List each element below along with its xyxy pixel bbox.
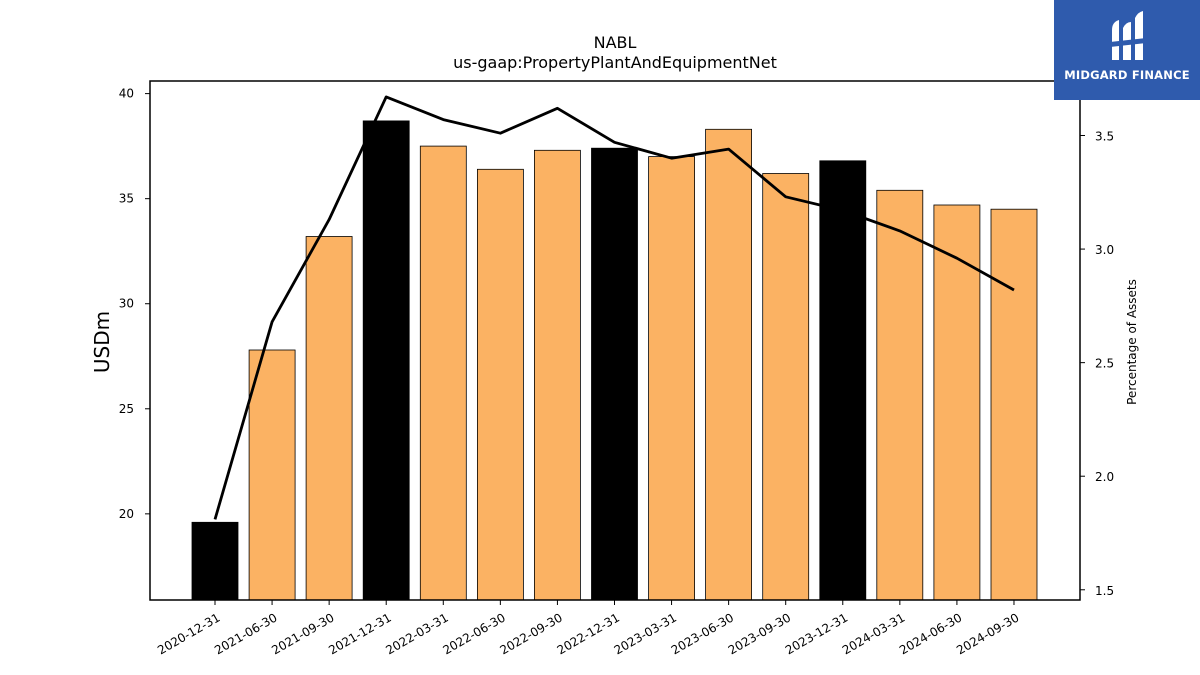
bar-2023-12-31: [819, 160, 867, 601]
bar-2020-12-31: [191, 521, 239, 601]
x-tick-label: 2022-12-31: [555, 610, 622, 657]
x-tick-label: 2021-09-30: [269, 610, 336, 657]
x-tick-label: 2023-03-31: [612, 610, 679, 657]
y-tick-label: 30: [119, 297, 134, 311]
bar-2022-06-30: [476, 168, 524, 601]
bar-2024-06-30: [933, 204, 981, 601]
y-tick-label: 35: [119, 192, 134, 206]
y2-tick-label: 2.0: [1095, 470, 1114, 484]
x-tick-label: 2024-06-30: [897, 610, 964, 657]
line-layer: [213, 95, 1015, 520]
y-tick-label: 40: [119, 87, 134, 101]
bar-2021-09-30: [305, 236, 353, 601]
y2-tick-label: 3.0: [1095, 243, 1114, 257]
bars: [191, 120, 1038, 601]
x-tick-label: 2023-09-30: [726, 610, 793, 657]
logo-text: MIDGARD FINANCE: [1064, 68, 1190, 82]
bar-2021-12-31: [362, 120, 410, 601]
x-tick-label: 2020-12-31: [155, 610, 222, 657]
y2-tick-label: 3.5: [1095, 130, 1114, 144]
plot-frame: [149, 80, 1081, 601]
bar-2023-06-30: [705, 128, 752, 601]
bar-2023-03-31: [648, 156, 695, 601]
x-tick-label: 2021-12-31: [326, 610, 393, 657]
y2-tick-label: 1.5: [1095, 584, 1114, 598]
y-axis-right: 1.5 2.0 2.5 3.0 3.5: [1080, 130, 1114, 598]
x-tick-label: 2022-09-30: [498, 610, 565, 657]
chart-subtitle: us-gaap:PropertyPlantAndEquipmentNet: [453, 53, 777, 72]
bar-2022-12-31: [591, 147, 638, 601]
y-tick-label: 25: [119, 402, 134, 416]
bar-2022-03-31: [419, 145, 467, 601]
bar-2022-09-30: [534, 149, 581, 601]
y-tick-label: 20: [119, 507, 134, 521]
midgard-finance-logo: MIDGARD FINANCE: [1054, 0, 1200, 100]
x-tick-label: 2024-09-30: [954, 610, 1021, 657]
y2-tick-label: 2.5: [1095, 357, 1114, 371]
chart-title: NABL: [594, 33, 637, 52]
x-tick-label: 2021-06-30: [212, 610, 279, 657]
x-tick-label: 2022-03-31: [383, 610, 450, 657]
y2-axis-label: Percentage of Assets: [1125, 279, 1139, 405]
x-axis: 2020-12-312021-06-302021-09-302021-12-31…: [155, 600, 1021, 657]
x-tick-label: 2023-06-30: [669, 610, 736, 657]
bar-2021-06-30: [248, 349, 296, 601]
x-tick-label: 2023-12-31: [783, 610, 850, 657]
bar-2023-09-30: [762, 173, 810, 601]
y-axis-left: 20 25 30 35 40: [119, 87, 150, 521]
percentage-of-assets-line: [213, 95, 1015, 520]
bar-2024-03-31: [876, 189, 924, 601]
logo-mark-icon: [1110, 11, 1146, 60]
x-tick-label: 2024-03-31: [840, 610, 907, 657]
bar-2024-09-30: [990, 208, 1038, 601]
x-tick-label: 2022-06-30: [440, 610, 507, 657]
y-axis-label: USDm: [90, 311, 114, 373]
